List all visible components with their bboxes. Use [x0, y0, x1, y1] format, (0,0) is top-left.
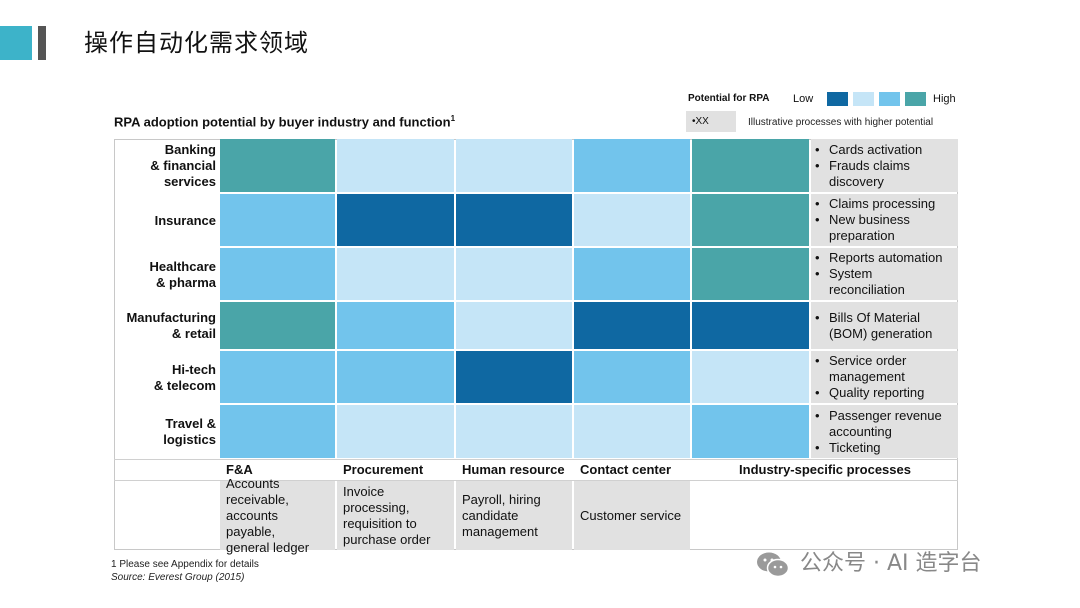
- column-description: Payroll, hiring candidate management: [456, 481, 572, 550]
- heatmap-cell: [456, 302, 572, 349]
- footnote: 1 Please see Appendix for details: [111, 559, 259, 570]
- heatmap-cell: [692, 351, 809, 403]
- title-accent-bar: [0, 26, 32, 60]
- wechat-icon: [757, 552, 790, 578]
- heatmap-cell: [692, 405, 809, 458]
- heatmap-cell: [574, 248, 690, 300]
- grid-divider: [114, 459, 958, 460]
- column-header: Contact center: [580, 462, 672, 477]
- heatmap-cell: [574, 194, 690, 246]
- heatmap-cell: [337, 405, 454, 458]
- heatmap-cell: [692, 248, 809, 300]
- heatmap-cell: [337, 351, 454, 403]
- heatmap-cell: [220, 248, 335, 300]
- heatmap-cell: [692, 139, 809, 192]
- column-header: Industry-specific processes: [739, 462, 911, 477]
- process-list-item: Reports automation: [815, 250, 958, 266]
- legend-high-label: High: [933, 93, 956, 105]
- column-header: Human resource: [462, 462, 565, 477]
- heatmap-cell: [456, 248, 572, 300]
- row-label-text: Banking & financial services: [150, 142, 216, 189]
- slide-title: 操作自动化需求领域: [84, 29, 309, 57]
- process-list-item: Ticketing: [815, 440, 958, 456]
- column-description: Customer service: [574, 481, 690, 550]
- heatmap-cell: [220, 194, 335, 246]
- process-list: Service ordermanagementQuality reporting: [811, 351, 958, 403]
- heatmap-cell: [456, 405, 572, 458]
- heatmap-cell: [574, 302, 690, 349]
- process-list-item: Cards activation: [815, 142, 958, 158]
- heatmap-cell: [220, 405, 335, 458]
- title-accent-divider: [38, 26, 46, 60]
- legend-swatch: [827, 92, 848, 106]
- heatmap-cell: [220, 139, 335, 192]
- source-note: Source: Everest Group (2015): [111, 572, 245, 583]
- chart-title-text: RPA adoption potential by buyer industry…: [114, 114, 451, 130]
- legend-label: Potential for RPA: [688, 93, 770, 104]
- row-label-text: Manufacturing & retail: [126, 310, 216, 341]
- heatmap-cell: [692, 194, 809, 246]
- row-label: Healthcare & pharma: [114, 248, 220, 301]
- legend-swatch: [905, 92, 926, 106]
- process-list: Bills Of Material(BOM) generation: [811, 302, 958, 349]
- row-label: Manufacturing & retail: [114, 302, 220, 350]
- row-label: Insurance: [114, 194, 220, 247]
- process-list-item: Claims processing: [815, 196, 958, 212]
- column-description: Accounts receivable, accounts payable, gene…: [220, 476, 335, 555]
- heatmap-cell: [456, 351, 572, 403]
- heatmap-cell: [337, 194, 454, 246]
- chart-title: RPA adoption potential by buyer industry…: [114, 114, 455, 129]
- row-label: Travel & logistics: [114, 405, 220, 459]
- heatmap-cell: [574, 405, 690, 458]
- heatmap-cell: [456, 194, 572, 246]
- heatmap-cell: [574, 351, 690, 403]
- heatmap-cell: [337, 139, 454, 192]
- process-list: Passenger revenueaccountingTicketing: [811, 405, 958, 458]
- heatmap-cell: [337, 302, 454, 349]
- heatmap-cell: [574, 139, 690, 192]
- column-header: F&A: [226, 462, 253, 477]
- heatmap-cell: [456, 139, 572, 192]
- heatmap-cell: [337, 248, 454, 300]
- heatmap-cell: [220, 302, 335, 349]
- legend-swatch: [879, 92, 900, 106]
- legend-low-label: Low: [793, 93, 814, 105]
- watermark-text: 公众号 · AI 造字台: [800, 551, 982, 576]
- row-label-text: Hi-tech & telecom: [153, 361, 216, 393]
- grid-divider: [114, 480, 958, 481]
- process-list-item: Bills Of Material(BOM) generation: [815, 310, 958, 342]
- legend-swatch: [853, 92, 874, 106]
- row-label: Banking & financial services: [114, 139, 220, 193]
- row-label: Hi-tech & telecom: [114, 351, 220, 404]
- row-label-text: Insurance: [154, 212, 216, 228]
- column-description: Invoice processing, requisition to purchase…: [337, 481, 454, 550]
- heatmap-cell: [692, 302, 809, 349]
- chart-title-footnote-mark: 1: [450, 114, 456, 123]
- process-list: Reports automationSystemreconciliation: [811, 248, 958, 300]
- heatmap-cell: [220, 351, 335, 403]
- column-header: Procurement: [343, 462, 424, 477]
- legend-marker-description: Illustrative processes with higher poten…: [748, 117, 934, 128]
- process-list-item: Quality reporting: [815, 385, 958, 401]
- legend-marker-box: •XX: [686, 111, 736, 132]
- row-label-text: Travel & logistics: [163, 416, 216, 447]
- row-label-text: Healthcare & pharma: [149, 258, 216, 290]
